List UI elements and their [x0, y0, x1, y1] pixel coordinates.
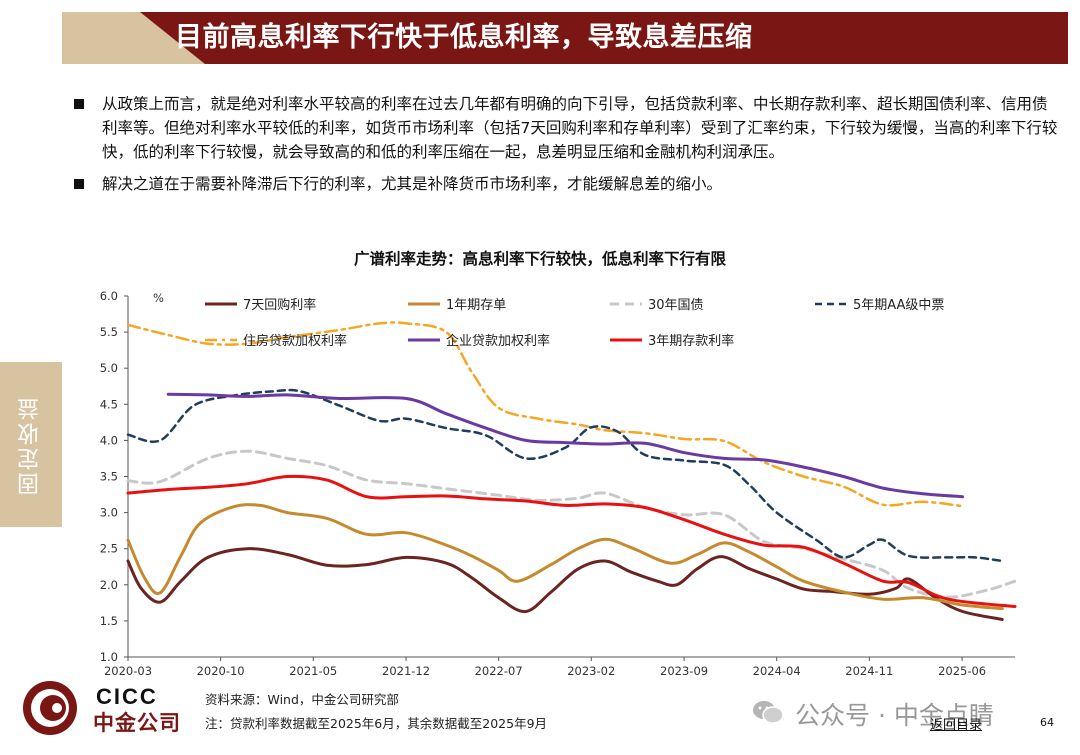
square-bullet-icon	[74, 179, 84, 189]
legend-label-1: 7天回购利率	[243, 297, 316, 313]
y-tick-label: 2.0	[100, 578, 118, 592]
wechat-icon	[753, 701, 784, 724]
x-tick-label: 2024-04	[753, 664, 801, 678]
x-tick-label: 2021-05	[289, 664, 337, 678]
data-note: 注：贷款利率数据截至2025年6月，其余数据截至2025年9月	[205, 716, 548, 731]
x-tick-label: 2020-10	[197, 664, 245, 678]
series-line-6	[166, 392, 965, 499]
page-title: 目前高息利率下行快于低息利率，导致息差压缩	[175, 22, 753, 53]
y-tick-label: 2.5	[100, 542, 118, 556]
bullet-text-1: 从政策上而言，就是绝对利率水平较高的利率在过去几年都有明确的向下引导，包括贷款利…	[102, 95, 1058, 161]
legend-label-6: 企业贷款加权利率	[446, 333, 550, 349]
logo-text-en: CICC	[96, 684, 158, 709]
y-tick-label: 4.0	[100, 433, 118, 447]
series-line-4	[126, 388, 1004, 563]
series-line-3	[126, 449, 1017, 599]
y-tick-label: 3.5	[100, 470, 118, 484]
logo-text-cn: 中金公司	[93, 711, 181, 735]
legend-label-4: 5年期AA级中票	[853, 298, 944, 313]
y-tick-label: 4.5	[100, 397, 118, 411]
legend-label-2: 1年期存单	[446, 298, 506, 313]
y-tick-label: 3.0	[100, 506, 118, 520]
y-tick-label: 5.5	[100, 325, 118, 339]
bullet-list: 从政策上而言，就是绝对利率水平较高的利率在过去几年都有明确的向下引导，包括贷款利…	[72, 92, 1062, 204]
cicc-logo-icon	[23, 681, 77, 735]
x-tick-label: 2020-03	[104, 664, 152, 678]
source-note: 资料来源：Wind，中金公司研究部	[205, 692, 399, 707]
series-line-1	[126, 547, 1004, 621]
x-tick-label: 2023-09	[660, 664, 708, 678]
x-tick-label: 2024-11	[845, 664, 893, 678]
bullet-item-2: 解决之道在于需要补降滞后下行的利率，尤其是补降货币市场利率，才能缓解息差的缩小。	[72, 172, 1062, 196]
x-tick-label: 2025-06	[938, 664, 986, 678]
section-side-tab[interactable]: 固定收益	[0, 362, 62, 527]
legend-label-7: 3年期存款利率	[648, 333, 734, 349]
back-to-contents-link[interactable]: 返回目录	[930, 718, 983, 733]
bullet-text-2: 解决之道在于需要补降滞后下行的利率，尤其是补降货币市场利率，才能缓解息差的缩小。	[102, 175, 723, 193]
x-tick-label: 2022-07	[475, 664, 523, 678]
square-bullet-icon	[74, 99, 84, 109]
series-line-7	[126, 474, 1017, 608]
page-number: 64	[1040, 716, 1054, 729]
watermark: 公众号 · 中金点睛	[795, 701, 994, 730]
y-tick-label: 5.0	[100, 361, 118, 375]
legend-label-5: 住房贷款加权利率	[243, 333, 347, 349]
bullet-item-1: 从政策上而言，就是绝对利率水平较高的利率在过去几年都有明确的向下引导，包括贷款利…	[72, 92, 1062, 164]
header-bar	[140, 12, 1068, 64]
y-axis-unit: %	[153, 291, 164, 305]
x-tick-label: 2021-12	[382, 664, 430, 678]
y-tick-label: 1.0	[100, 650, 118, 664]
y-tick-label: 1.5	[100, 614, 118, 628]
series-line-2	[126, 503, 1004, 611]
x-tick-label: 2023-02	[567, 664, 615, 678]
series-line-5	[126, 321, 964, 508]
chart-title: 广谱利率走势：高息利率下行较快，低息利率下行有限	[354, 249, 727, 268]
legend-label-3: 30年国债	[648, 298, 704, 313]
y-tick-label: 6.0	[100, 289, 118, 303]
